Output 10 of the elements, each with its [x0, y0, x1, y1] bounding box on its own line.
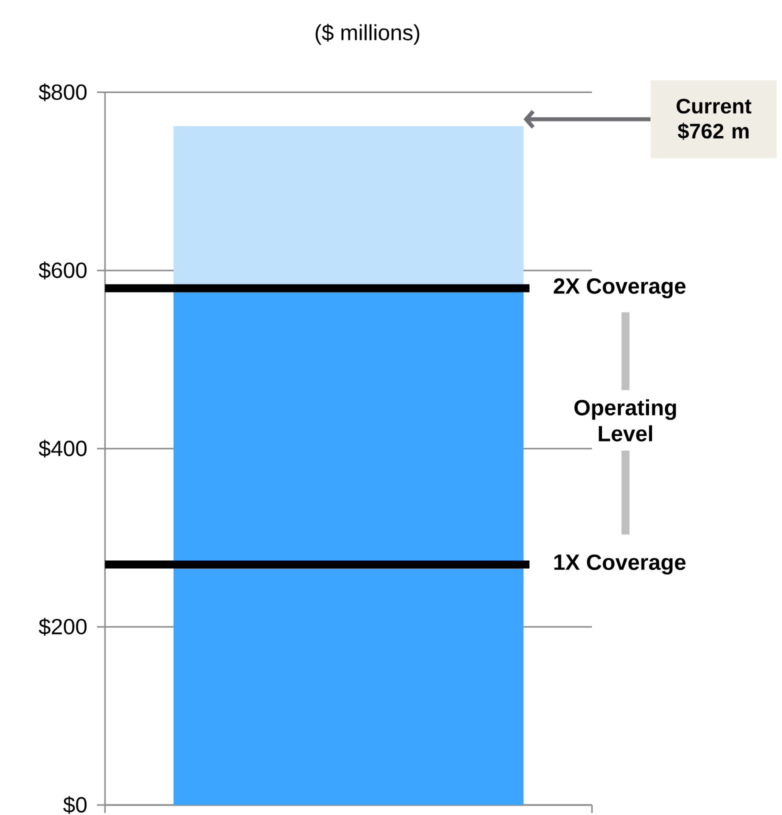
y-tick-label: $800	[38, 83, 87, 102]
text: Current $762 m	[676, 98, 752, 140]
y-tick-label: $0	[63, 796, 87, 814]
y-tick-label: $400	[38, 440, 87, 458]
text: Operating Level	[574, 399, 676, 442]
ref-line-label: 2X Coverage	[554, 278, 686, 298]
chart-title: ($ millions)	[316, 24, 420, 45]
y-tick-label: $200	[38, 618, 87, 636]
ref-line-label: 1X Coverage	[554, 554, 686, 574]
y-tick-label: $600	[38, 262, 87, 280]
